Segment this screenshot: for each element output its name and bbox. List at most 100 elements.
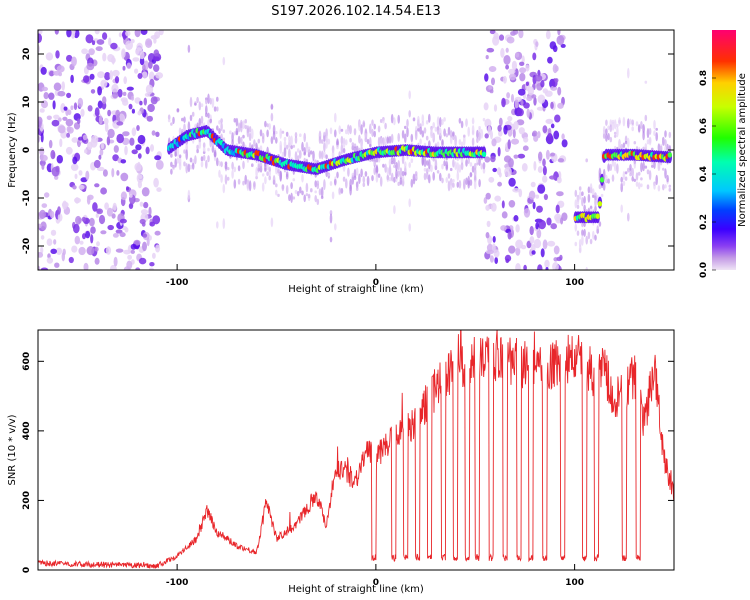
noise-cell	[561, 212, 568, 221]
spread-cell	[200, 103, 204, 108]
spread-cell	[183, 149, 186, 154]
spread-cell	[574, 189, 578, 197]
spread-cell	[605, 128, 608, 135]
spread-cell	[414, 171, 418, 176]
noise-cell	[126, 62, 132, 70]
noise-cell	[87, 105, 93, 112]
noise-cell	[542, 125, 548, 134]
spread-cell	[664, 184, 667, 189]
spread-cell	[207, 93, 210, 105]
noise-cell	[86, 62, 95, 71]
spread-cell	[386, 174, 390, 181]
noise-cell	[503, 125, 508, 135]
spread-cell	[609, 163, 613, 171]
spread-cell	[594, 192, 597, 199]
noise-cell	[130, 249, 135, 254]
spread-cell	[310, 150, 313, 155]
spread-cell	[646, 128, 650, 139]
spread-cell	[388, 165, 392, 176]
spread-cell	[216, 157, 219, 167]
noise-cell	[494, 257, 499, 264]
noise-cell	[112, 202, 117, 211]
noise-cell	[491, 77, 495, 86]
noise-cell	[65, 146, 73, 155]
spread-cell	[205, 105, 208, 115]
noise-cell	[526, 108, 530, 118]
spread-cell	[637, 171, 641, 176]
noise-cell	[497, 146, 501, 157]
noise-cell	[102, 32, 108, 40]
spread-cell	[292, 178, 296, 182]
noise-cell	[51, 166, 60, 177]
spread-cell	[428, 174, 431, 184]
spread-cell	[264, 120, 267, 128]
spread-cell	[270, 217, 274, 228]
spread-cell	[242, 120, 245, 130]
spread-cell	[373, 161, 377, 166]
noise-cell	[550, 85, 558, 91]
noise-cell	[88, 48, 95, 56]
spread-cell	[404, 125, 407, 129]
spread-cell	[325, 154, 328, 160]
spread-cell	[419, 138, 422, 145]
noise-cell	[139, 100, 143, 106]
spread-cell	[600, 193, 604, 198]
spread-cell	[631, 126, 634, 132]
spread-cell	[644, 165, 648, 169]
spread-cell	[187, 189, 191, 200]
noise-cell	[48, 92, 55, 100]
noise-cell	[537, 131, 541, 139]
spread-cell	[178, 161, 182, 171]
spread-cell	[207, 119, 210, 128]
spread-cell	[646, 139, 650, 145]
spread-cell	[578, 239, 582, 248]
noise-cell	[492, 167, 498, 173]
noise-cell	[39, 159, 46, 167]
noise-cell	[490, 155, 496, 163]
noise-cell	[142, 233, 148, 238]
noise-cell	[81, 48, 88, 55]
noise-cell	[46, 257, 54, 264]
noise-cell	[40, 267, 49, 270]
noise-cell	[533, 161, 537, 171]
noise-cell	[57, 213, 63, 222]
noise-cell	[65, 118, 74, 127]
spread-cell	[456, 171, 460, 181]
spread-cell	[425, 120, 429, 125]
spread-cell	[305, 182, 309, 193]
noise-cell	[100, 187, 107, 195]
spread-cell	[172, 165, 175, 169]
noise-cell	[62, 200, 68, 210]
spread-cell	[458, 117, 462, 124]
noise-cell	[97, 86, 102, 96]
spread-cell	[631, 176, 634, 182]
noise-cell	[547, 240, 556, 247]
spread-cell	[434, 158, 438, 170]
spread-cell	[266, 171, 269, 176]
spread-cell	[281, 130, 285, 134]
spread-cell	[432, 134, 436, 140]
spread-cell	[205, 98, 208, 105]
spread-cell	[386, 136, 390, 144]
noise-cell	[66, 92, 72, 99]
spread-cell	[318, 188, 322, 196]
noise-cell	[51, 119, 60, 127]
noise-cell	[153, 49, 160, 57]
spread-cell	[473, 162, 477, 171]
spread-cell	[170, 161, 173, 168]
spread-cell	[176, 146, 180, 157]
spread-cell	[423, 157, 427, 168]
noise-cell	[84, 149, 88, 154]
spread-cell	[342, 147, 346, 154]
spread-cell	[382, 163, 385, 168]
noise-cell	[511, 93, 514, 103]
noise-cell	[82, 233, 86, 240]
spread-cell	[576, 204, 580, 209]
spread-cell	[196, 148, 199, 154]
spread-cell	[622, 142, 626, 149]
noise-cell	[529, 225, 534, 236]
spread-cell	[222, 56, 226, 66]
snr-frame	[37, 329, 675, 571]
noise-cell	[96, 241, 100, 247]
noise-cell	[508, 158, 514, 168]
